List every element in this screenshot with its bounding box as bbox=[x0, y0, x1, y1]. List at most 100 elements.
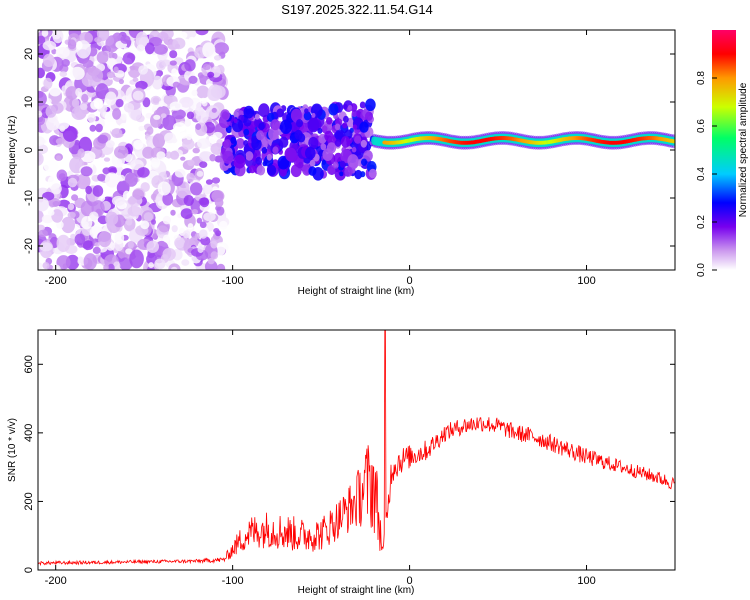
heatmap-cell bbox=[142, 146, 155, 159]
heatmap-cell bbox=[266, 154, 273, 161]
heatmap-cell bbox=[43, 160, 59, 173]
heatmap-cell bbox=[125, 218, 133, 226]
heatmap-cell bbox=[38, 197, 44, 203]
heatmap-cell bbox=[144, 42, 155, 55]
heatmap-cell bbox=[123, 102, 135, 113]
snr-y-axis: 0 200 400 600 bbox=[23, 355, 675, 573]
heatmap-cell bbox=[179, 132, 188, 139]
heatmap-cell bbox=[56, 169, 68, 182]
heatmap-cell bbox=[127, 65, 141, 79]
heatmap-cell bbox=[47, 209, 55, 216]
heatmap-cell bbox=[113, 261, 121, 270]
heatmap-cell bbox=[95, 123, 103, 133]
heatmap-cell bbox=[65, 86, 79, 100]
heatmap-cell bbox=[326, 142, 337, 154]
heatmap-cell bbox=[156, 151, 166, 161]
x-tick-label: 100 bbox=[577, 575, 595, 587]
heatmap-cell bbox=[169, 60, 177, 66]
y-tick-label: 600 bbox=[23, 355, 35, 373]
heatmap-cell bbox=[116, 174, 126, 182]
heatmap-cell bbox=[219, 220, 228, 230]
heatmap-cell bbox=[285, 147, 297, 162]
heatmap-cell bbox=[320, 143, 327, 151]
heatmap-cell bbox=[183, 195, 194, 206]
heatmap-cell bbox=[97, 134, 108, 144]
heatmap-cell bbox=[195, 123, 202, 130]
heatmap-cell bbox=[41, 30, 49, 37]
heatmap-cell bbox=[49, 85, 62, 97]
heatmap-cell bbox=[123, 47, 129, 52]
heatmap-cell bbox=[340, 136, 351, 148]
y-tick-label: 400 bbox=[23, 424, 35, 442]
y-tick-label: 10 bbox=[23, 96, 35, 108]
heatmap-cell bbox=[83, 253, 97, 270]
heatmap-cell bbox=[326, 117, 333, 125]
heatmap-cell bbox=[165, 151, 173, 159]
heatmap-cell bbox=[243, 128, 250, 136]
heatmap-cell bbox=[77, 132, 84, 138]
heatmap-cell bbox=[169, 50, 178, 59]
heatmap-cell bbox=[138, 125, 145, 132]
heatmap-cell bbox=[213, 228, 220, 234]
colorbar-tick-label: 0.4 bbox=[696, 167, 707, 181]
snr-series-line bbox=[38, 330, 675, 567]
heatmap-cell bbox=[56, 155, 62, 161]
heatmap-cell bbox=[38, 136, 45, 147]
heatmap-cell bbox=[179, 96, 194, 108]
x-tick-label: 100 bbox=[577, 275, 595, 287]
colorbar-ticks: 0.0 0.2 0.4 0.6 0.8 bbox=[696, 71, 717, 277]
heatmap-cell bbox=[248, 165, 256, 174]
heatmap-cell bbox=[120, 35, 131, 44]
heatmap-cell bbox=[213, 55, 222, 61]
heatmap-cell bbox=[59, 125, 66, 132]
snr-y-label: SNR (10 * v/v) bbox=[7, 418, 18, 482]
heatmap-cell bbox=[38, 224, 45, 232]
heatmap-cell bbox=[339, 160, 346, 168]
heatmap-cell bbox=[89, 124, 97, 132]
heatmap-cell bbox=[308, 136, 319, 150]
heatmap-cell bbox=[199, 197, 210, 208]
heatmap-cell bbox=[115, 98, 124, 108]
colorbar-gradient bbox=[712, 30, 736, 270]
heatmap-cell bbox=[70, 66, 85, 80]
heatmap-cell bbox=[305, 146, 316, 160]
heatmap-cell bbox=[146, 240, 159, 253]
heatmap-cell bbox=[80, 103, 88, 111]
heatmap-cell bbox=[127, 196, 137, 205]
heatmap-cell bbox=[211, 107, 217, 113]
heatmap-cell bbox=[162, 192, 174, 206]
x-tick-label: -200 bbox=[45, 275, 67, 287]
heatmap-marks bbox=[38, 30, 675, 270]
heatmap-cell bbox=[235, 138, 245, 149]
heatmap-cell bbox=[82, 59, 94, 68]
heatmap-cell bbox=[140, 220, 150, 230]
heatmap-cell bbox=[267, 164, 277, 176]
heatmap-cell bbox=[162, 234, 170, 243]
heatmap-cell bbox=[190, 182, 203, 196]
heatmap-cell bbox=[121, 113, 127, 121]
heatmap-cell bbox=[113, 66, 119, 74]
heatmap-cell bbox=[363, 150, 373, 162]
heatmap-cell bbox=[174, 237, 186, 249]
heatmap-cell bbox=[309, 159, 316, 167]
heatmap-cell bbox=[360, 139, 367, 148]
heatmap-cell bbox=[222, 150, 234, 164]
heatmap-cell bbox=[361, 158, 368, 166]
heatmap-cell bbox=[196, 85, 210, 99]
heatmap-cell bbox=[56, 255, 71, 270]
heatmap-cell bbox=[77, 256, 84, 264]
heatmap-cell bbox=[162, 215, 171, 225]
heatmap-cell bbox=[256, 165, 266, 176]
x-tick-label: -200 bbox=[45, 575, 67, 587]
heatmap-cell bbox=[279, 167, 287, 177]
heatmap-cell bbox=[61, 216, 76, 234]
heatmap-cell bbox=[70, 233, 76, 240]
heatmap-cell bbox=[91, 68, 104, 83]
heatmap-cell bbox=[171, 225, 178, 233]
heatmap-cell bbox=[75, 87, 83, 97]
heatmap-cell bbox=[187, 159, 195, 166]
heatmap-cell bbox=[171, 137, 178, 144]
heatmap-cell bbox=[47, 197, 61, 208]
heatmap-cell bbox=[188, 36, 196, 43]
